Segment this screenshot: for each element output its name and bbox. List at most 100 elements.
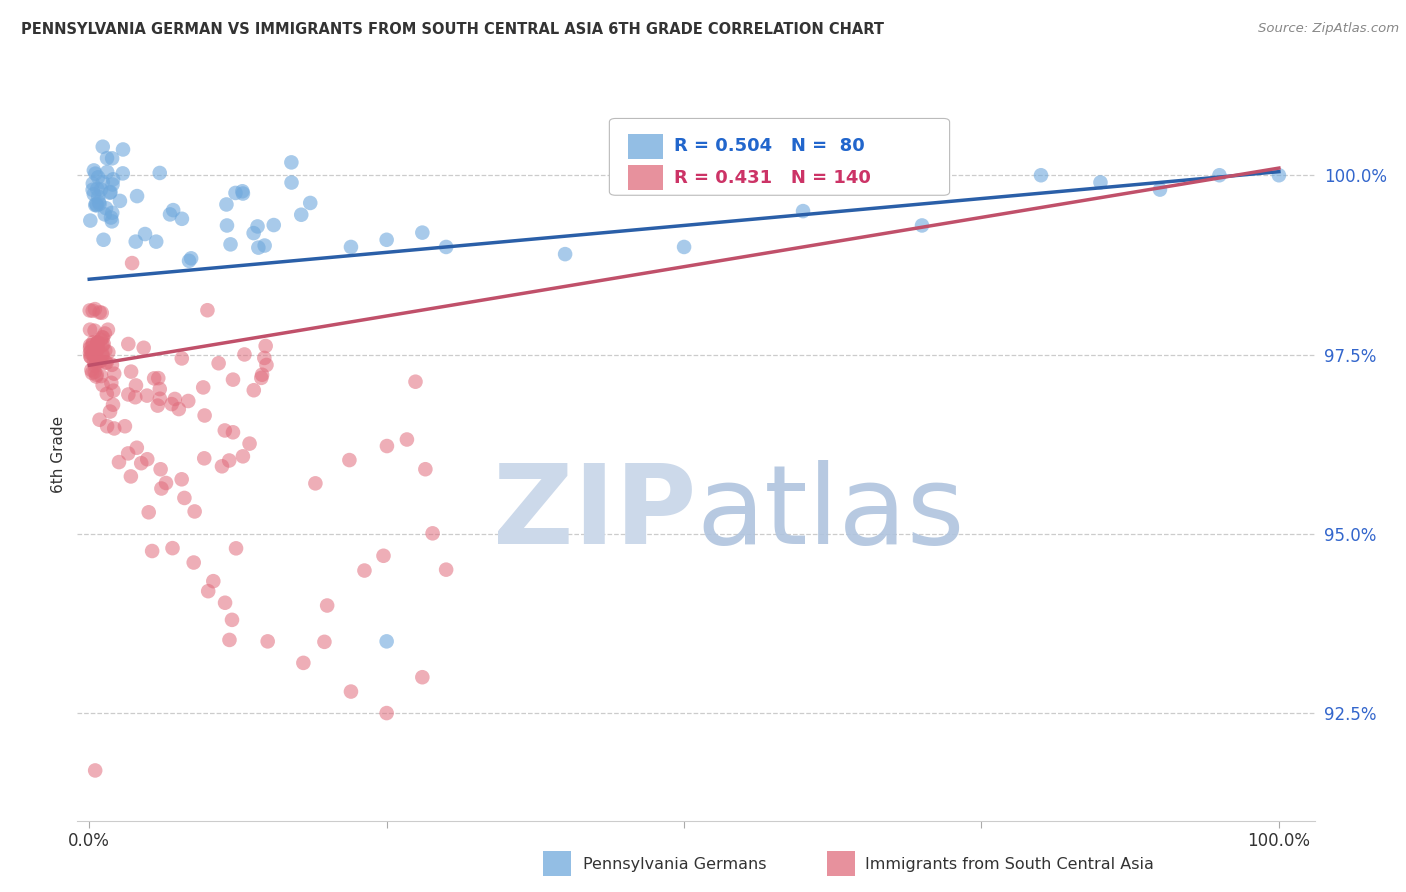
FancyBboxPatch shape xyxy=(609,119,949,195)
Point xyxy=(120,365,142,379)
Point xyxy=(197,584,219,599)
Point xyxy=(242,383,264,397)
Point xyxy=(202,574,225,589)
Text: Source: ZipAtlas.com: Source: ZipAtlas.com xyxy=(1258,22,1399,36)
Point xyxy=(1149,183,1171,197)
Point xyxy=(100,376,122,390)
Point xyxy=(218,453,240,467)
Point xyxy=(1268,168,1291,182)
Point xyxy=(111,143,134,157)
Point xyxy=(148,371,170,385)
Point xyxy=(101,178,124,192)
Point xyxy=(86,343,108,358)
Point xyxy=(194,409,217,423)
Text: Pennsylvania Germans: Pennsylvania Germans xyxy=(583,857,768,872)
Point xyxy=(231,184,253,198)
Point xyxy=(150,482,173,496)
Point xyxy=(242,226,264,240)
Point xyxy=(91,378,114,392)
Point xyxy=(411,670,433,684)
Point xyxy=(434,240,457,254)
Point xyxy=(89,197,111,211)
Point xyxy=(84,369,107,384)
Point xyxy=(218,632,240,647)
Point xyxy=(84,197,107,211)
Point xyxy=(80,366,103,380)
Point xyxy=(94,343,117,358)
Point xyxy=(96,356,118,370)
Point xyxy=(214,424,236,438)
Point xyxy=(495,526,517,541)
Point xyxy=(353,564,375,578)
Point xyxy=(1090,176,1112,190)
Point xyxy=(434,563,457,577)
Point xyxy=(1208,168,1230,182)
Point xyxy=(82,338,104,352)
Text: Immigrants from South Central Asia: Immigrants from South Central Asia xyxy=(865,857,1153,872)
Point xyxy=(143,371,166,385)
Point xyxy=(87,189,110,203)
Point xyxy=(299,196,322,211)
Point xyxy=(86,198,108,212)
Point xyxy=(167,402,190,417)
Point xyxy=(170,211,193,226)
Point xyxy=(90,354,112,368)
Point xyxy=(280,176,302,190)
Point xyxy=(90,333,112,347)
Point xyxy=(224,186,246,200)
Point xyxy=(375,439,398,453)
Point xyxy=(117,337,139,351)
Point xyxy=(84,764,107,778)
Point xyxy=(149,392,172,406)
Point xyxy=(91,330,114,344)
Point xyxy=(792,204,814,219)
Point xyxy=(79,341,101,355)
Point xyxy=(253,351,276,365)
Point xyxy=(207,356,229,370)
FancyBboxPatch shape xyxy=(628,134,662,159)
Point xyxy=(83,353,105,368)
Point xyxy=(246,219,269,234)
Point xyxy=(87,195,110,210)
Point xyxy=(238,436,260,450)
Point xyxy=(233,347,256,361)
Point xyxy=(411,226,433,240)
Point xyxy=(222,425,245,440)
Point xyxy=(86,336,108,351)
Point xyxy=(91,338,114,352)
Point xyxy=(97,345,120,359)
Point xyxy=(247,241,270,255)
Point xyxy=(375,706,398,720)
Point xyxy=(554,247,576,261)
Point xyxy=(138,505,160,519)
Point xyxy=(86,335,108,350)
Point xyxy=(80,343,103,358)
Point xyxy=(90,182,112,196)
Point xyxy=(87,340,110,354)
Point xyxy=(250,368,273,382)
Point xyxy=(96,165,118,179)
Point xyxy=(103,367,125,381)
Point xyxy=(422,526,444,541)
Point xyxy=(93,233,115,247)
Point xyxy=(83,365,105,379)
Point xyxy=(79,213,101,227)
Point xyxy=(250,371,273,385)
Point xyxy=(101,214,124,228)
Point xyxy=(340,684,363,698)
Point xyxy=(84,198,107,212)
Point xyxy=(339,453,361,467)
Point xyxy=(82,177,104,191)
Point xyxy=(145,235,167,249)
Point xyxy=(91,175,114,189)
Point xyxy=(96,151,118,165)
Point xyxy=(90,306,112,320)
Point xyxy=(395,433,418,447)
Point xyxy=(232,450,254,464)
Point xyxy=(170,472,193,486)
Point xyxy=(84,302,107,317)
Point xyxy=(83,349,105,363)
Point xyxy=(84,359,107,373)
Point xyxy=(136,452,159,467)
Point xyxy=(177,253,200,268)
